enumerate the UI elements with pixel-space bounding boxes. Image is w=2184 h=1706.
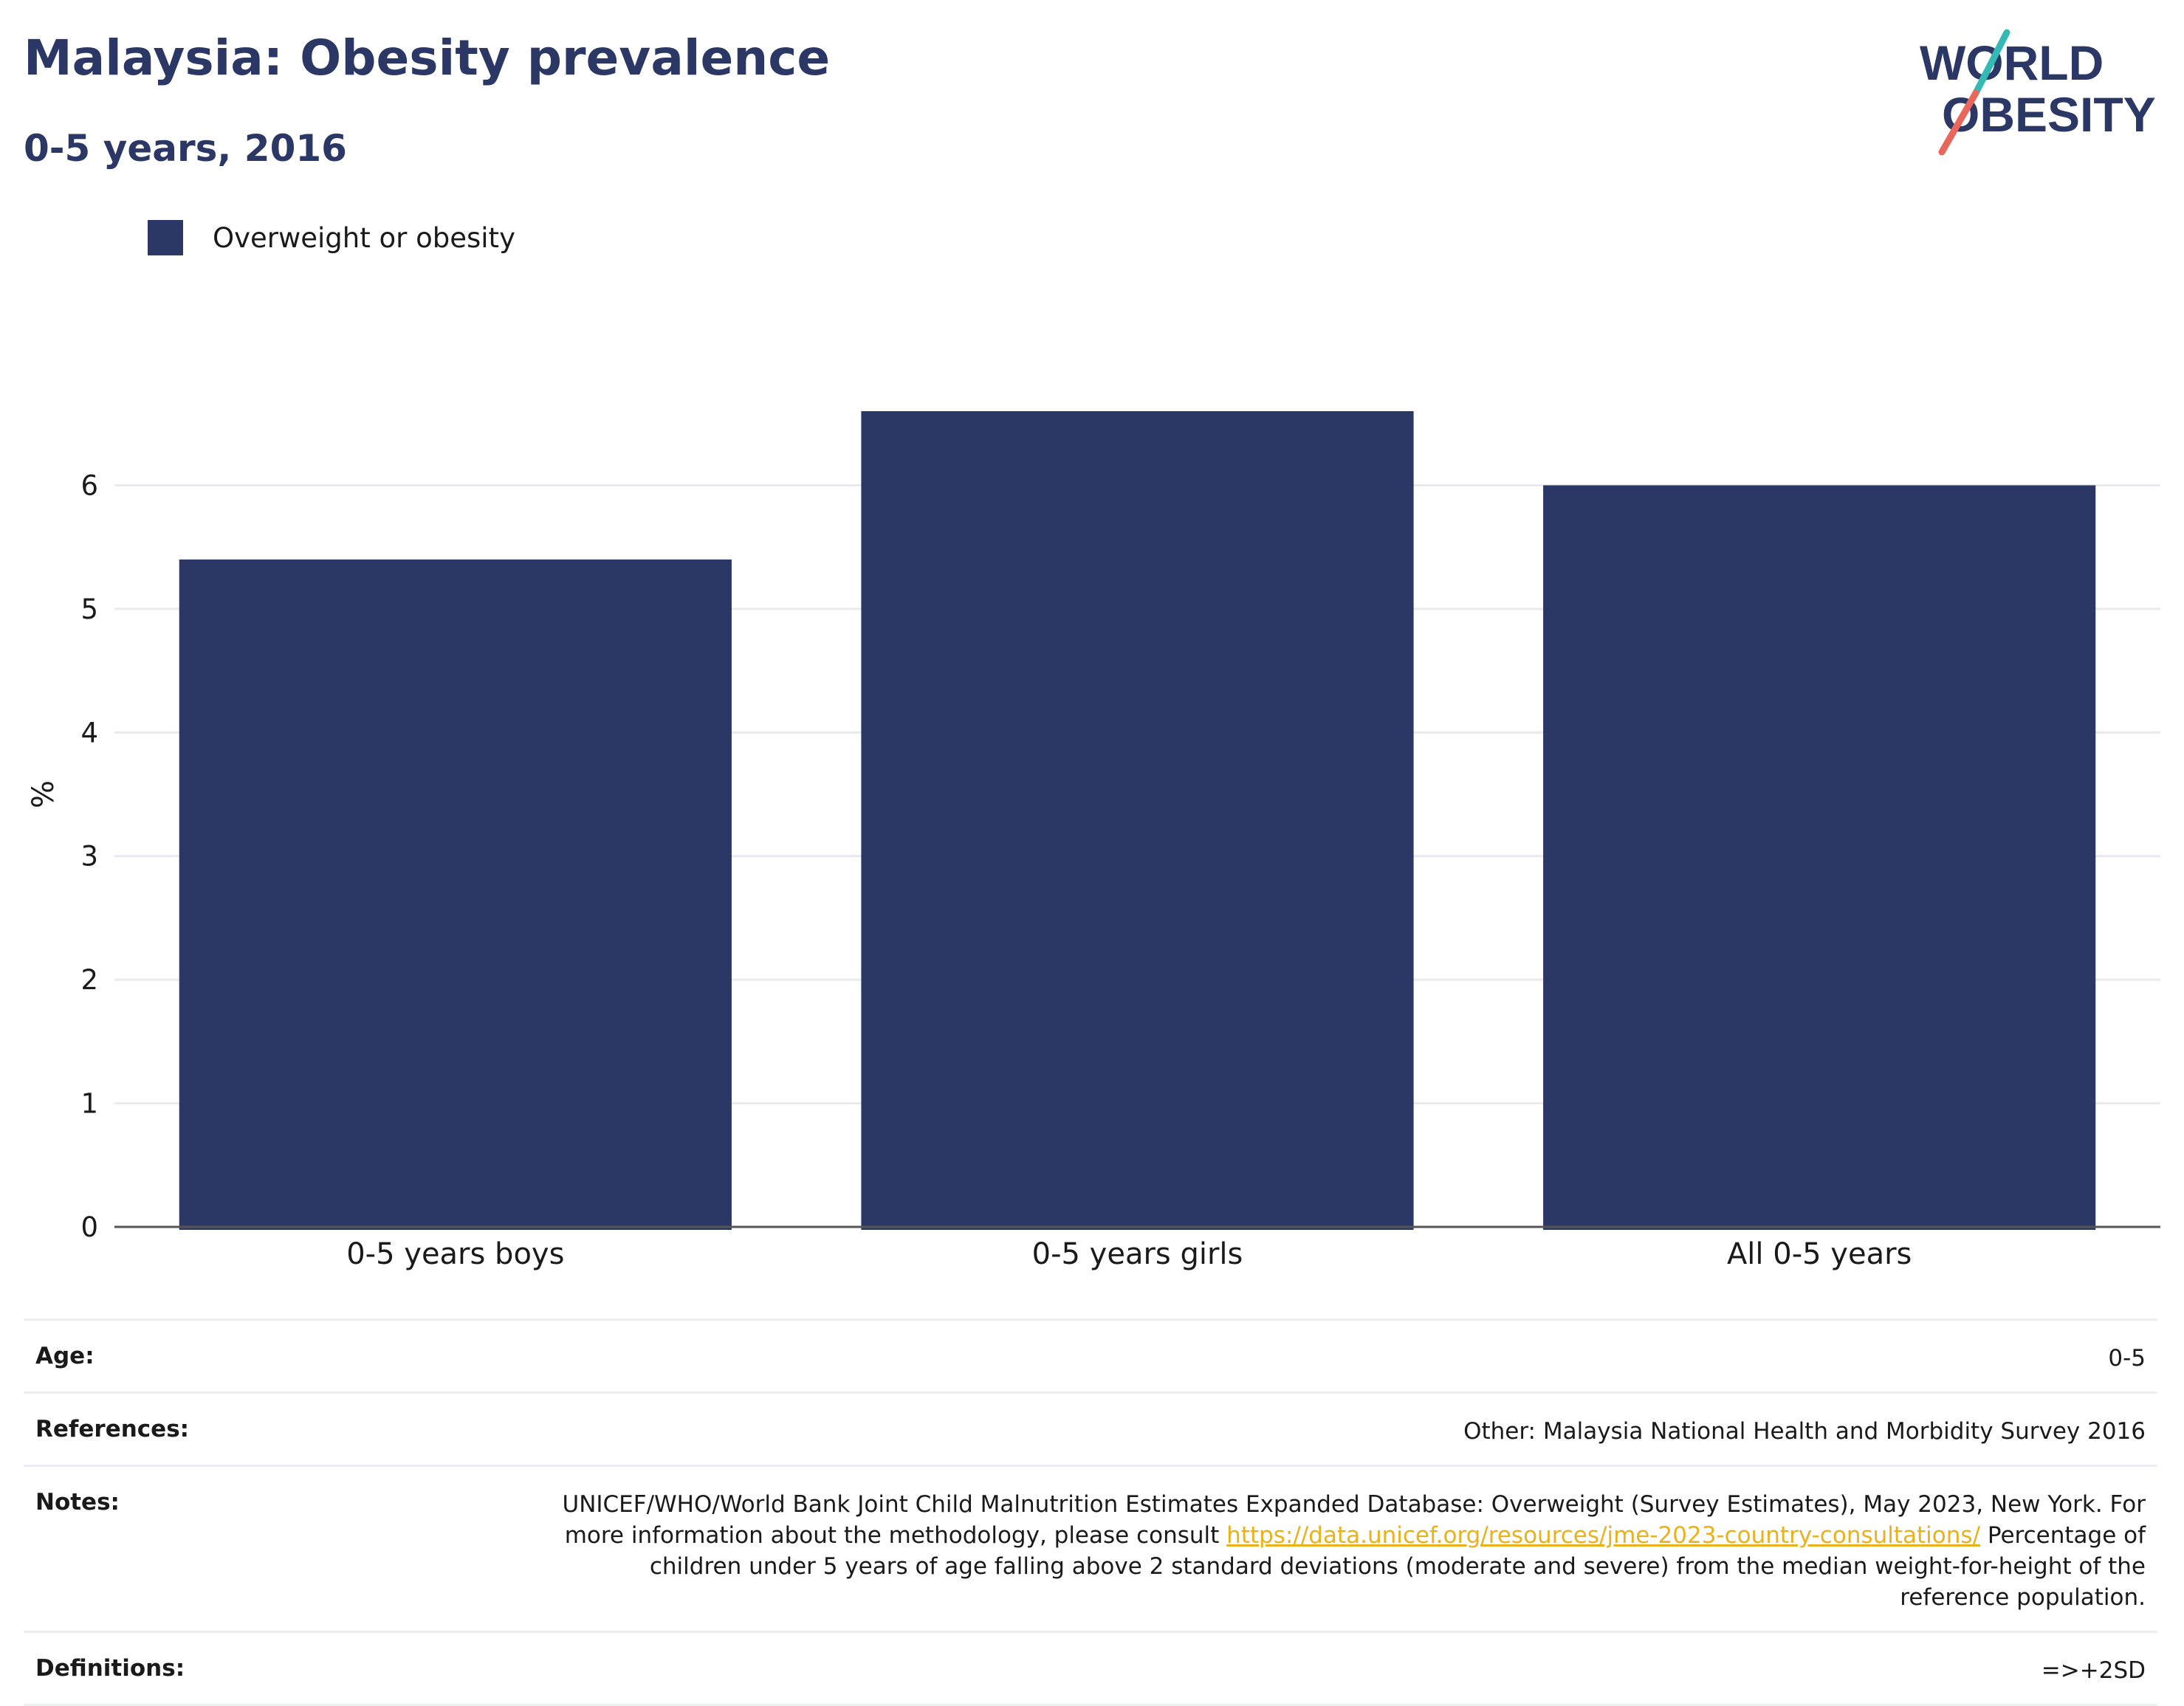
logo-slash-bottom [1938,89,1979,156]
metadata-value-references: Other: Malaysia National Health and Morb… [1463,1418,2146,1445]
y-tick-label: 6 [80,470,98,501]
metadata-row-notes: Notes: UNICEF/WHO/World Bank Joint Child… [24,1465,2157,1631]
metadata-label-definitions: Definitions: [35,1655,185,1682]
x-tick-label: 0-5 years boys [346,1237,564,1271]
metadata-row-age: Age: 0-5 [24,1318,2157,1392]
chart-subtitle: 0-5 years, 2016 [24,127,347,170]
logo-line-world: WORLD [1920,35,2104,90]
methodology-link[interactable]: https://data.unicef.org/resources/jme-20… [1226,1522,1981,1549]
legend-swatch [148,220,183,255]
world-obesity-logo: WORLD OBESITY [1920,29,2156,156]
metadata-table: Age: 0-5 References: Other: Malaysia Nat… [24,1318,2157,1706]
legend[interactable]: Overweight or obesity [148,220,515,255]
x-tick-label: All 0-5 years [1727,1237,1912,1271]
notes-text-after: Percentage of children under 5 years of … [649,1522,2146,1611]
notes-text-before: UNICEF/WHO/World Bank Joint Child Malnut… [562,1491,2146,1549]
y-axis-title: % [27,780,61,808]
y-tick-label: 0 [80,1211,98,1243]
y-tick-label: 2 [80,964,98,996]
legend-label: Overweight or obesity [213,221,515,254]
metadata-label-age: Age: [35,1343,95,1369]
metadata-value-age: 0-5 [2108,1345,2146,1372]
metadata-value-definitions: =>+2SD [2041,1657,2146,1684]
bar [1543,485,2096,1230]
metadata-label-references: References: [35,1416,190,1442]
metadata-row-definitions: Definitions: =>+2SD [24,1631,2157,1706]
x-tick-label: 0-5 years girls [1032,1237,1243,1271]
y-tick-label: 5 [80,594,98,625]
y-tick-label: 1 [80,1088,98,1120]
y-tick-label: 3 [80,841,98,873]
metadata-value-notes: UNICEF/WHO/World Bank Joint Child Malnut… [558,1489,2146,1613]
bar [179,559,732,1230]
chart-title: Malaysia: Obesity prevalence [24,30,831,86]
metadata-row-references: References: Other: Malaysia National Hea… [24,1392,2157,1465]
bar [861,410,1414,1230]
bar-chart: 0 1 2 3 4 5 6% 0-5 years boys 0-5 years girls All… [27,410,2160,1271]
y-tick-label: 4 [80,717,98,749]
logo-slash-top [1972,29,2010,97]
metadata-label-notes: Notes: [35,1489,120,1516]
